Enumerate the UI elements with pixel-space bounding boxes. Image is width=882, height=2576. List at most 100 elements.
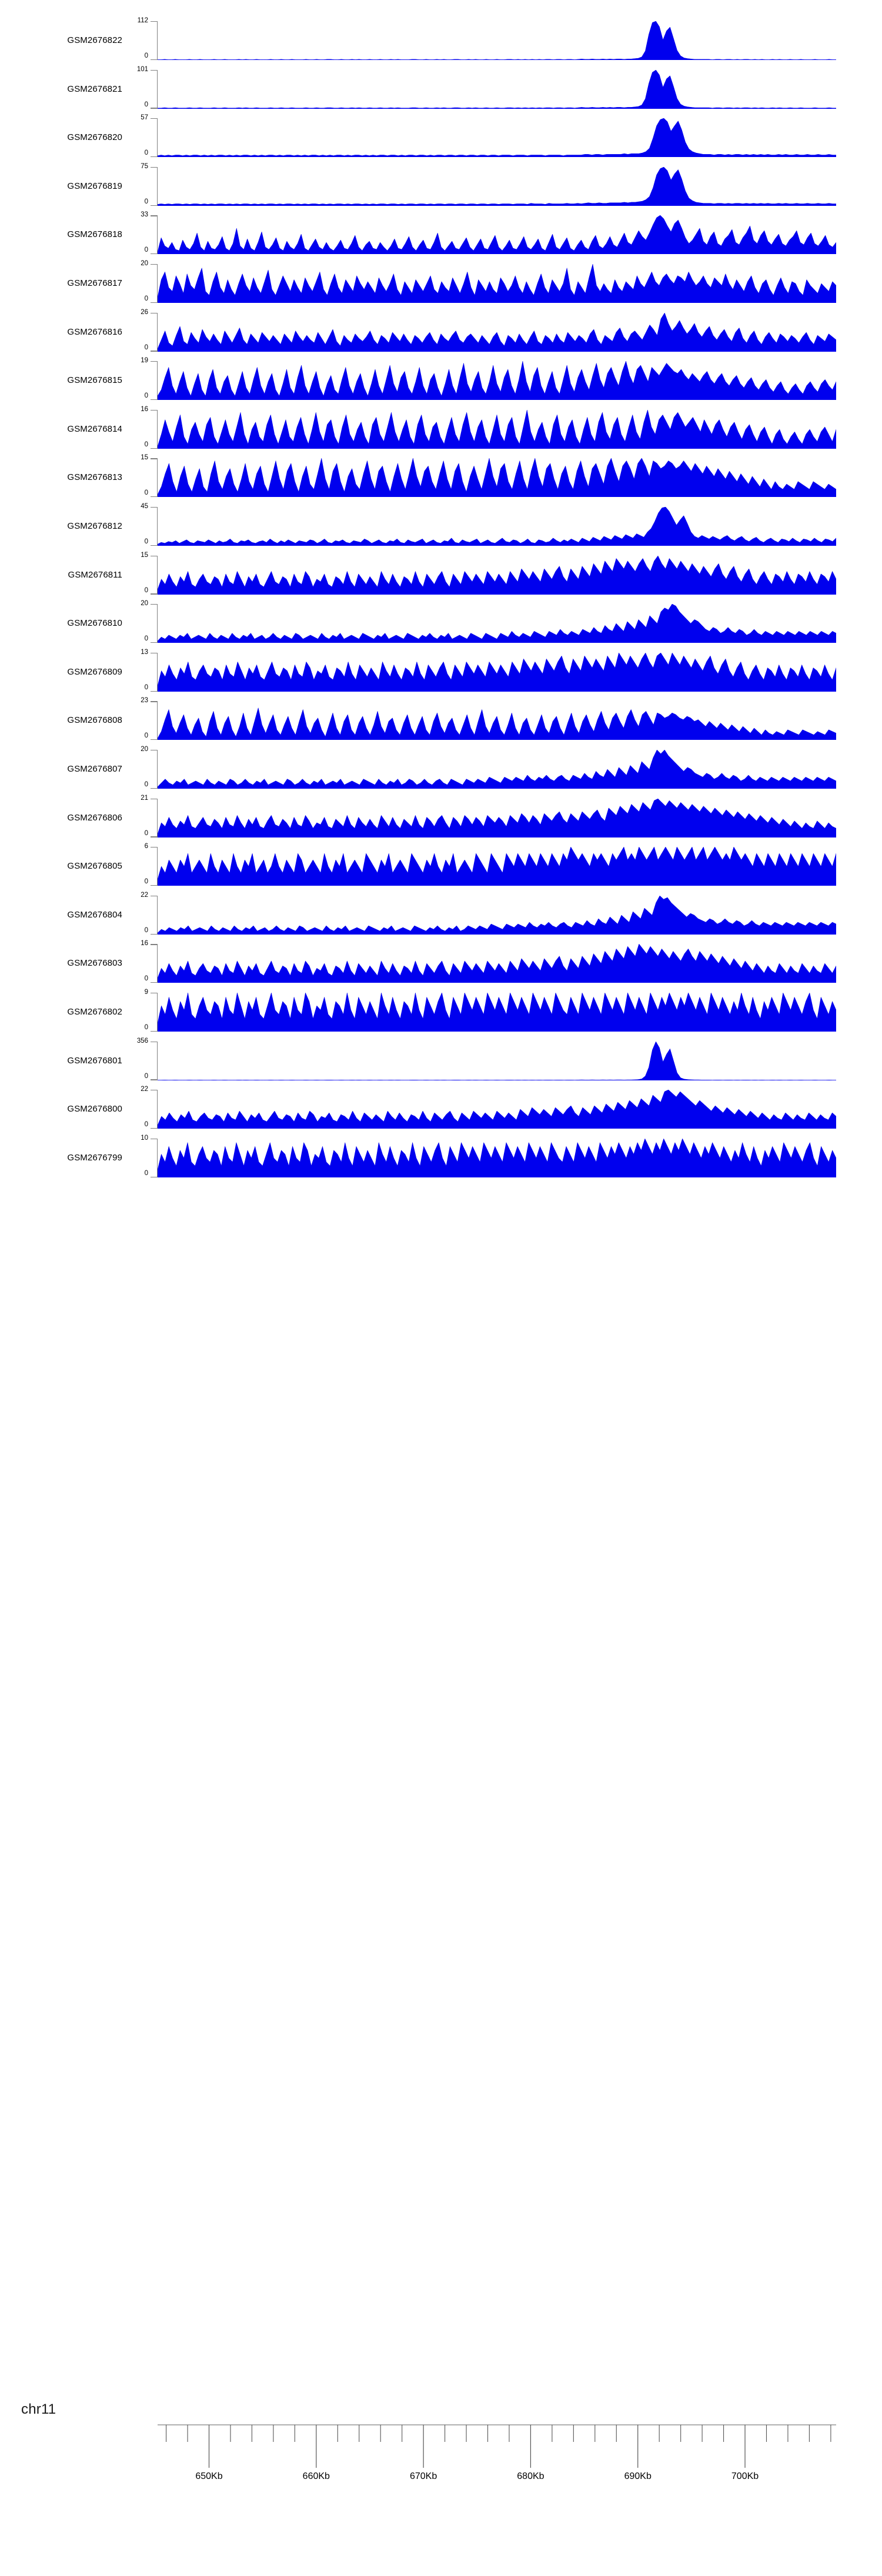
- track-data-plot[interactable]: [158, 166, 836, 206]
- track-sample-label: GSM2676816: [67, 326, 122, 337]
- coverage-track[interactable]: GSM2676816 26 0: [0, 309, 882, 352]
- coverage-area: [158, 750, 836, 789]
- track-sample-label: GSM2676808: [67, 715, 122, 726]
- track-data-plot[interactable]: [158, 798, 836, 837]
- track-sample-label: GSM2676812: [67, 521, 122, 531]
- track-data-plot[interactable]: [158, 409, 836, 449]
- y-min-label-wrap: 0: [115, 1073, 148, 1080]
- track-sample-label: GSM2676805: [67, 861, 122, 872]
- track-y-axis: [151, 118, 159, 158]
- y-axis-tick-min: [151, 302, 158, 303]
- chromosome-label: chr11: [21, 2401, 56, 2417]
- coverage-track[interactable]: GSM2676808 23 0: [0, 698, 882, 740]
- track-sample-label: GSM2676819: [67, 181, 122, 191]
- coverage-area: [158, 361, 836, 401]
- coverage-track[interactable]: GSM2676817 20 0: [0, 260, 882, 303]
- y-min-label-wrap: 0: [115, 149, 148, 156]
- coverage-track[interactable]: GSM2676799 10 0: [0, 1134, 882, 1177]
- y-min-label: 0: [144, 1169, 148, 1177]
- y-axis-tick-min: [151, 205, 158, 206]
- coverage-area: [158, 458, 836, 498]
- track-data-plot[interactable]: [158, 847, 836, 886]
- y-max-label-wrap: 16: [115, 406, 148, 413]
- y-max-label-wrap: 15: [115, 552, 148, 559]
- track-data-plot[interactable]: [158, 555, 836, 595]
- y-axis-tick-max: [151, 701, 158, 702]
- y-axis-line: [157, 798, 158, 837]
- y-axis-line: [157, 264, 158, 303]
- track-data-plot[interactable]: [158, 312, 836, 352]
- track-sample-label: GSM2676817: [67, 278, 122, 288]
- track-y-axis: [151, 555, 159, 595]
- track-data-plot[interactable]: [158, 701, 836, 740]
- track-data-plot[interactable]: [158, 1138, 836, 1177]
- coverage-track[interactable]: GSM2676802 9 0: [0, 989, 882, 1032]
- track-data-plot[interactable]: [158, 118, 836, 158]
- coverage-track[interactable]: GSM2676810 20 0: [0, 600, 882, 643]
- coverage-track[interactable]: GSM2676821 101 0: [0, 66, 882, 109]
- coverage-track[interactable]: GSM2676822 112 0: [0, 17, 882, 60]
- coverage-track[interactable]: GSM2676815 19 0: [0, 357, 882, 401]
- track-data-plot[interactable]: [158, 944, 836, 983]
- y-axis-tick-min: [151, 253, 158, 255]
- track-data-plot[interactable]: [158, 604, 836, 643]
- track-data-plot[interactable]: [158, 750, 836, 789]
- track-data-plot[interactable]: [158, 21, 836, 60]
- coverage-track[interactable]: GSM2676804 22 0: [0, 892, 882, 935]
- track-data-plot[interactable]: [158, 458, 836, 498]
- coverage-track[interactable]: GSM2676800 22 0: [0, 1086, 882, 1129]
- coverage-track[interactable]: GSM2676820 57 0: [0, 114, 882, 158]
- track-data-plot[interactable]: [158, 895, 836, 935]
- y-max-label-wrap: 356: [115, 1037, 148, 1045]
- y-min-label-wrap: 0: [115, 198, 148, 205]
- track-data-plot[interactable]: [158, 215, 836, 255]
- track-data-plot[interactable]: [158, 507, 836, 546]
- coverage-track[interactable]: GSM2676805 6 0: [0, 843, 882, 886]
- track-y-axis: [151, 507, 159, 546]
- coverage-area: [158, 895, 836, 935]
- coverage-track[interactable]: GSM2676809 13 0: [0, 649, 882, 692]
- y-axis-tick-min: [151, 1030, 158, 1032]
- track-data-plot[interactable]: [158, 69, 836, 109]
- y-axis-tick-min: [151, 933, 158, 935]
- y-axis-tick-min: [151, 788, 158, 789]
- y-max-label: 19: [141, 357, 148, 365]
- track-data-plot[interactable]: [158, 1041, 836, 1080]
- y-axis-line: [157, 555, 158, 595]
- y-max-label-wrap: 75: [115, 163, 148, 170]
- y-axis-tick-max: [151, 264, 158, 265]
- track-y-axis: [151, 21, 159, 60]
- coverage-track[interactable]: GSM2676818 33 0: [0, 212, 882, 255]
- y-min-label-wrap: 0: [115, 538, 148, 545]
- track-y-axis: [151, 166, 159, 206]
- genome-axis-region[interactable]: chr11 650Kb 660Kb 670Kb 680Kb 690Kb 700Kb: [0, 2401, 882, 2502]
- coverage-track[interactable]: GSM2676806 21 0: [0, 795, 882, 837]
- coverage-track[interactable]: GSM2676814 16 0: [0, 406, 882, 449]
- track-data-plot[interactable]: [158, 361, 836, 401]
- coverage-track[interactable]: GSM2676813 15 0: [0, 455, 882, 498]
- coverage-area: [158, 652, 836, 692]
- track-data-plot[interactable]: [158, 652, 836, 692]
- coverage-track[interactable]: GSM2676811 15 0: [0, 552, 882, 595]
- coverage-track[interactable]: GSM2676803 16 0: [0, 940, 882, 983]
- y-max-label: 112: [137, 17, 148, 24]
- y-axis-tick-max: [151, 118, 158, 119]
- y-min-label: 0: [144, 1024, 148, 1031]
- genome-axis-svg[interactable]: 650Kb 660Kb 670Kb 680Kb 690Kb 700Kb: [0, 2414, 882, 2502]
- y-max-label: 22: [141, 1086, 148, 1093]
- track-sample-label: GSM2676803: [67, 958, 122, 969]
- coverage-track[interactable]: GSM2676812 45 0: [0, 503, 882, 546]
- coverage-track[interactable]: GSM2676801 356 0: [0, 1037, 882, 1080]
- y-min-label: 0: [144, 926, 148, 934]
- y-max-label-wrap: 33: [115, 212, 148, 219]
- coverage-track[interactable]: GSM2676807 20 0: [0, 746, 882, 789]
- track-data-plot[interactable]: [158, 1090, 836, 1129]
- track-data-plot[interactable]: [158, 993, 836, 1032]
- y-min-label-wrap: 0: [115, 635, 148, 642]
- y-max-label: 45: [141, 503, 148, 510]
- axis-tick-label: 660Kb: [303, 2471, 330, 2481]
- coverage-track[interactable]: GSM2676819 75 0: [0, 163, 882, 206]
- y-max-label-wrap: 57: [115, 114, 148, 121]
- track-data-plot[interactable]: [158, 264, 836, 303]
- track-y-axis: [151, 1138, 159, 1177]
